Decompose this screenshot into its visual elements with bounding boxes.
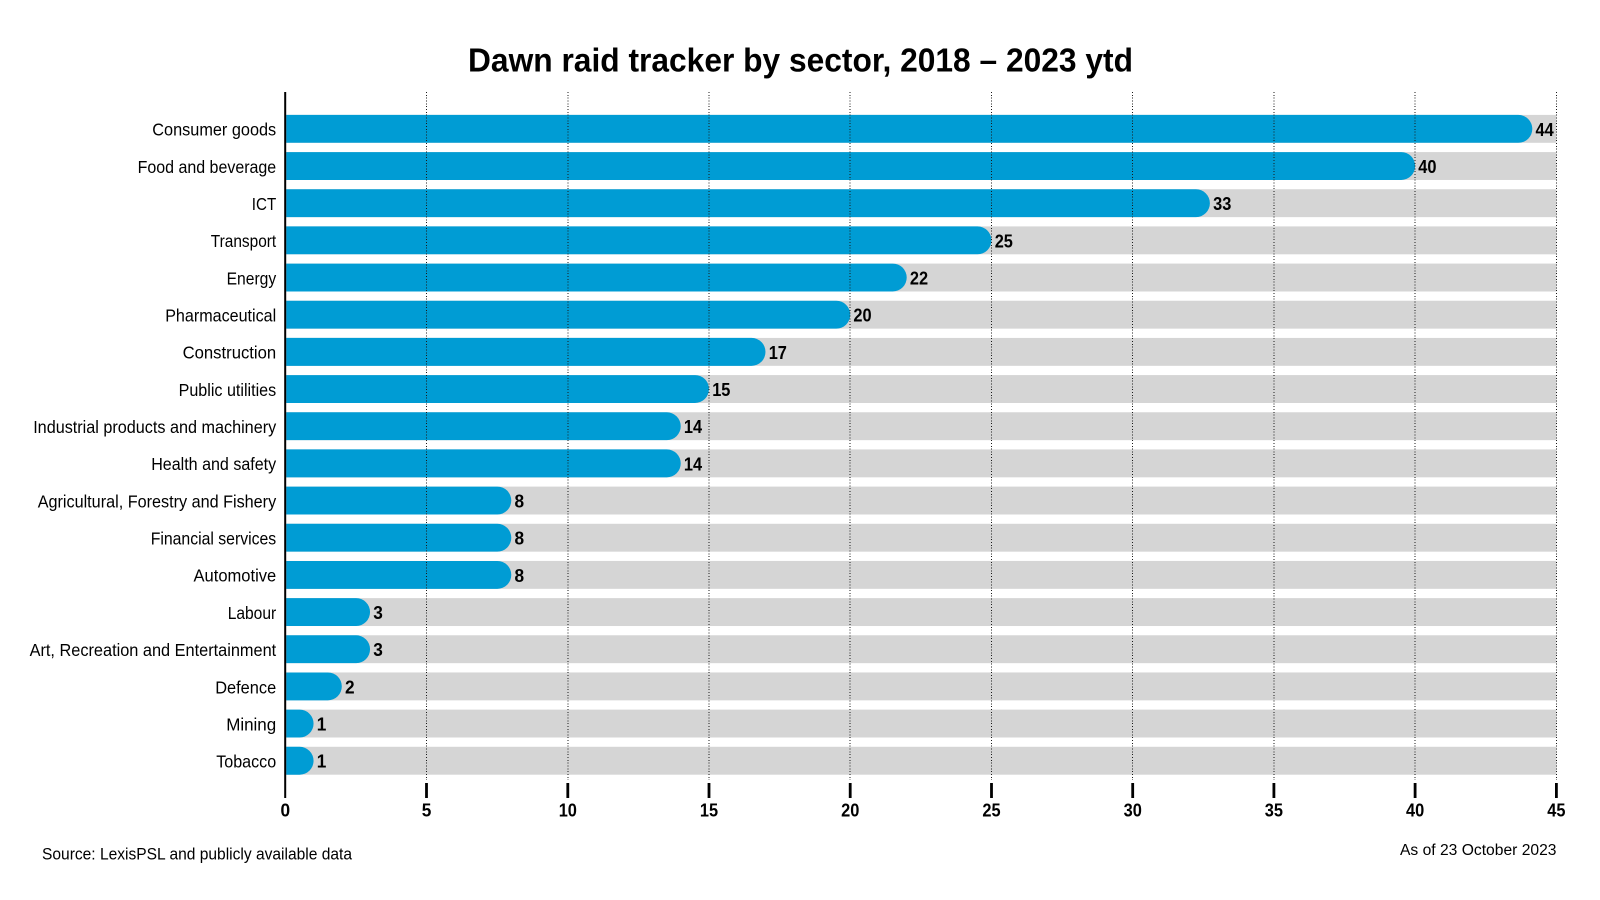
svg-text:2: 2 — [345, 676, 355, 697]
svg-text:15: 15 — [712, 379, 730, 400]
svg-text:44: 44 — [1536, 119, 1555, 140]
svg-text:Construction: Construction — [183, 343, 277, 363]
svg-text:Dawn raid tracker by sector, 2: Dawn raid tracker by sector, 2018 – 2023… — [468, 42, 1133, 79]
svg-text:ICT: ICT — [252, 194, 277, 214]
svg-text:Defence: Defence — [215, 677, 276, 697]
svg-text:0: 0 — [281, 800, 291, 821]
svg-text:1: 1 — [317, 751, 327, 772]
svg-text:40: 40 — [1406, 800, 1424, 821]
svg-text:Automotive: Automotive — [194, 566, 277, 586]
svg-text:As of 23 October 2023: As of 23 October 2023 — [1400, 842, 1557, 859]
svg-text:10: 10 — [559, 800, 577, 821]
svg-text:25: 25 — [982, 800, 1000, 821]
svg-text:Mining: Mining — [226, 714, 276, 734]
svg-text:20: 20 — [841, 800, 859, 821]
svg-text:Art, Recreation and Entertainm: Art, Recreation and Entertainment — [30, 640, 277, 660]
svg-text:Pharmaceutical: Pharmaceutical — [165, 306, 276, 326]
svg-text:25: 25 — [995, 230, 1013, 251]
svg-text:Source: LexisPSL and publicly: Source: LexisPSL and publicly available … — [42, 845, 353, 864]
svg-text:Consumer goods: Consumer goods — [152, 120, 276, 140]
svg-text:14: 14 — [684, 416, 703, 437]
svg-text:Health and safety: Health and safety — [151, 454, 276, 474]
svg-text:Financial services: Financial services — [151, 529, 277, 549]
svg-text:8: 8 — [515, 491, 525, 512]
svg-text:17: 17 — [769, 342, 787, 363]
svg-text:45: 45 — [1547, 800, 1565, 821]
svg-text:15: 15 — [700, 800, 718, 821]
svg-text:5: 5 — [422, 800, 432, 821]
svg-text:20: 20 — [853, 305, 871, 326]
svg-text:Industrial products and machin: Industrial products and machinery — [33, 417, 276, 437]
svg-text:33: 33 — [1213, 193, 1231, 214]
svg-text:Labour: Labour — [228, 603, 277, 623]
svg-text:40: 40 — [1418, 156, 1436, 177]
svg-text:14: 14 — [684, 453, 703, 474]
svg-text:3: 3 — [373, 639, 383, 660]
svg-text:8: 8 — [515, 565, 525, 586]
svg-text:35: 35 — [1265, 800, 1283, 821]
svg-text:30: 30 — [1124, 800, 1142, 821]
svg-text:1: 1 — [317, 714, 327, 735]
svg-text:Food and beverage: Food and beverage — [138, 157, 277, 177]
svg-text:22: 22 — [910, 267, 928, 288]
svg-text:8: 8 — [515, 528, 525, 549]
svg-text:Tobacco: Tobacco — [216, 752, 276, 772]
svg-text:Transport: Transport — [211, 231, 277, 251]
svg-text:Public utilities: Public utilities — [179, 380, 277, 400]
svg-text:Energy: Energy — [227, 268, 277, 288]
svg-text:3: 3 — [373, 602, 383, 623]
svg-text:Agricultural, Forestry and Fis: Agricultural, Forestry and Fishery — [38, 491, 277, 511]
